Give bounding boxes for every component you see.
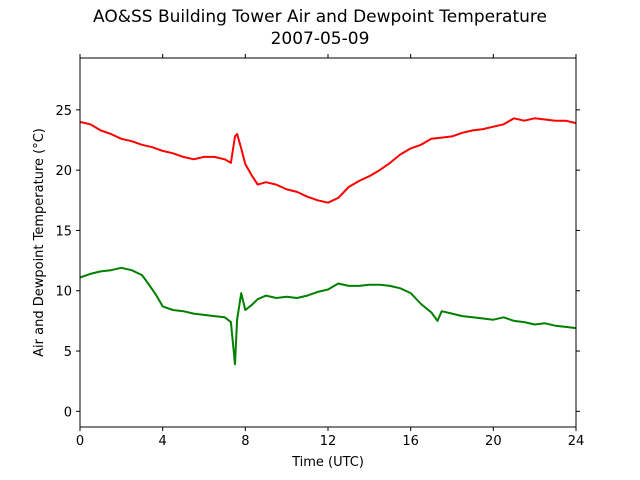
x-tick-label: 8 — [241, 434, 249, 449]
chart-subtitle: 2007-05-09 — [270, 29, 370, 49]
y-tick-label: 20 — [55, 164, 72, 179]
y-tick-label: 15 — [55, 224, 72, 239]
x-tick-label: 16 — [402, 434, 419, 449]
x-tick-label: 4 — [159, 434, 167, 449]
y-tick-label: 5 — [64, 345, 72, 360]
plot-frame — [79, 57, 577, 428]
x-tick-label: 0 — [76, 434, 84, 449]
y-tick-label: 10 — [55, 285, 72, 300]
ticks-layer: 0 4 8 12 16 20 24 0 5 10 15 20 25 — [55, 54, 584, 449]
x-tick-label: 20 — [485, 434, 502, 449]
series-line-0 — [79, 117, 577, 204]
series-line-1 — [79, 266, 577, 366]
x-tick-label: 12 — [320, 434, 337, 449]
chart-title: AO&SS Building Tower Air and Dewpoint Te… — [92, 7, 547, 27]
x-tick-label: 24 — [568, 434, 585, 449]
x-axis-label: Time (UTC) — [291, 455, 364, 470]
y-tick-label: 25 — [55, 104, 72, 119]
series-layer — [79, 117, 577, 366]
y-axis-label: Air and Dewpoint Temperature (°C) — [32, 128, 47, 357]
y-tick-label: 0 — [64, 405, 72, 420]
